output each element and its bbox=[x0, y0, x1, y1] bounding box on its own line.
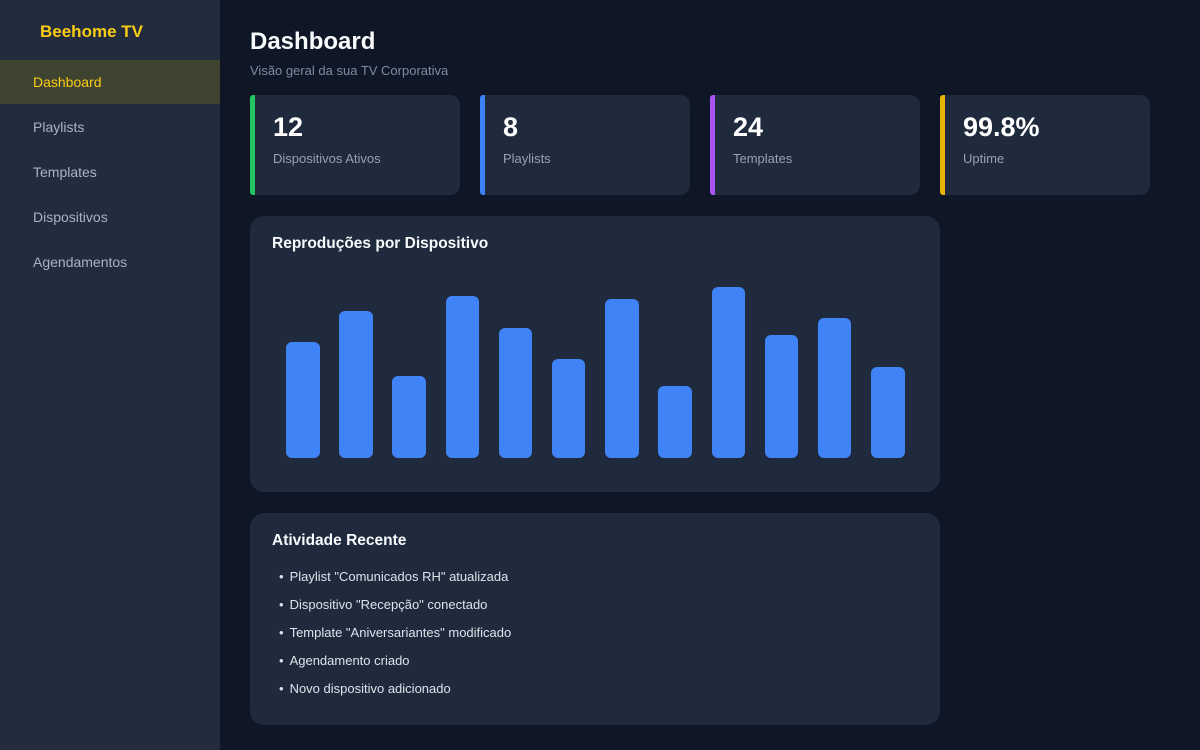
activity-item: • Template "Aniversariantes" modificado bbox=[272, 619, 918, 647]
chart-bar bbox=[286, 342, 320, 458]
sidebar-nav: Dashboard Playlists Templates Dispositiv… bbox=[0, 60, 220, 284]
bar-chart bbox=[272, 287, 918, 458]
chart-bar bbox=[764, 335, 799, 458]
chart-panel: Reproduções por Dispositivo bbox=[250, 216, 940, 492]
stat-card-playlists: 8 Playlists bbox=[480, 95, 690, 195]
bullet-icon: • bbox=[279, 681, 284, 696]
chart-bar bbox=[498, 328, 533, 458]
chart-bar bbox=[711, 287, 745, 458]
activity-panel: Atividade Recente • Playlist "Comunicados… bbox=[250, 513, 940, 725]
chart-bar bbox=[392, 376, 426, 458]
chart-bar bbox=[551, 359, 586, 458]
stats-row: 12 Dispositivos Ativos 8 Playlists 24 Te… bbox=[250, 95, 1150, 195]
stat-label: Playlists bbox=[503, 151, 551, 166]
activity-title: Atividade Recente bbox=[272, 532, 407, 549]
sidebar-item-agendamentos[interactable]: Agendamentos bbox=[0, 240, 220, 284]
sidebar-item-templates[interactable]: Templates bbox=[0, 150, 220, 194]
bullet-icon: • bbox=[279, 653, 284, 668]
chart-title: Reproduções por Dispositivo bbox=[272, 235, 489, 252]
sidebar-item-label: Playlists bbox=[33, 119, 85, 135]
activity-text: Novo dispositivo adicionado bbox=[289, 681, 451, 696]
chart-bar bbox=[605, 299, 639, 458]
page-title: Dashboard bbox=[250, 28, 376, 55]
chart-bar bbox=[871, 367, 905, 458]
sidebar-item-label: Templates bbox=[33, 164, 97, 180]
sidebar-item-dispositivos[interactable]: Dispositivos bbox=[0, 195, 220, 239]
chart-bar bbox=[817, 318, 852, 458]
page-subtitle: Visão geral da sua TV Corporativa bbox=[250, 63, 449, 78]
sidebar-item-playlists[interactable]: Playlists bbox=[0, 105, 220, 149]
activity-text: Agendamento criado bbox=[289, 653, 410, 668]
sidebar-item-dashboard[interactable]: Dashboard bbox=[0, 60, 220, 104]
bullet-icon: • bbox=[279, 597, 284, 612]
activity-item: • Playlist "Comunicados RH" atualizada bbox=[272, 563, 918, 591]
stat-label: Dispositivos Ativos bbox=[273, 151, 381, 166]
bullet-icon: • bbox=[279, 625, 284, 640]
activity-item: • Novo dispositivo adicionado bbox=[272, 675, 918, 703]
stat-card-uptime: 99.8% Uptime bbox=[940, 95, 1150, 195]
stat-value: 99.8% bbox=[963, 112, 1040, 142]
chart-bar bbox=[339, 311, 373, 458]
activity-text: Dispositivo "Recepção" conectado bbox=[289, 597, 488, 612]
stat-card-dispositivos-ativos: 12 Dispositivos Ativos bbox=[250, 95, 460, 195]
chart-bar bbox=[445, 296, 480, 458]
stat-value: 8 bbox=[503, 112, 519, 142]
activity-text: Playlist "Comunicados RH" atualizada bbox=[289, 569, 509, 584]
stat-card-templates: 24 Templates bbox=[710, 95, 920, 195]
stat-label: Templates bbox=[733, 151, 793, 166]
sidebar: Beehome TV Dashboard Playlists Templates… bbox=[0, 0, 220, 750]
activity-text: Template "Aniversariantes" modificado bbox=[289, 625, 512, 640]
app-logo: Beehome TV bbox=[40, 22, 143, 41]
sidebar-item-label: Agendamentos bbox=[33, 254, 128, 270]
activity-list: • Playlist "Comunicados RH" atualizada • D… bbox=[272, 563, 918, 703]
main-content: Dashboard Visão geral da sua TV Corporat… bbox=[220, 0, 1200, 750]
activity-item: • Dispositivo "Recepção" conectado bbox=[272, 591, 918, 619]
bullet-icon: • bbox=[279, 569, 284, 584]
stat-value: 12 bbox=[273, 112, 304, 142]
stat-value: 24 bbox=[733, 112, 764, 142]
stat-label: Uptime bbox=[963, 151, 1005, 166]
chart-bar bbox=[658, 386, 692, 458]
sidebar-item-label: Dispositivos bbox=[33, 209, 108, 225]
activity-item: • Agendamento criado bbox=[272, 647, 918, 675]
sidebar-item-label: Dashboard bbox=[33, 74, 102, 90]
